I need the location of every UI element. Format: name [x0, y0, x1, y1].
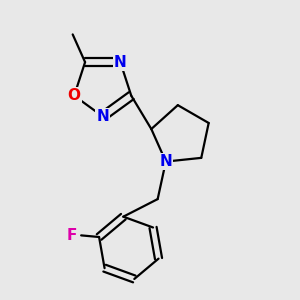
Text: O: O [68, 88, 81, 103]
Text: N: N [114, 55, 127, 70]
Text: N: N [159, 154, 172, 169]
Text: F: F [66, 228, 76, 243]
Text: N: N [96, 109, 109, 124]
